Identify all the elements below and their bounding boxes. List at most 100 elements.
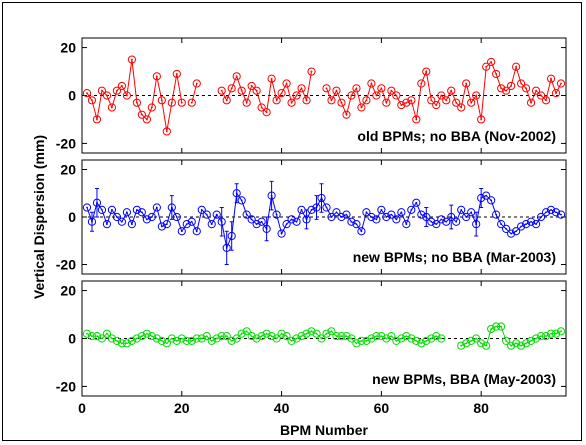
panel-1-data-point [242, 98, 251, 107]
panel-3-data-point [337, 332, 346, 341]
panel-3-data-point-dot [145, 332, 148, 335]
panel-2-data-point [152, 203, 161, 212]
panel-2-data-point [272, 210, 281, 219]
panel-2-data-point-dot [435, 223, 438, 226]
panel-3-data-point-dot [260, 335, 263, 338]
panel-1-data-point [342, 110, 351, 119]
panel-1-data-point [267, 74, 276, 83]
panel-2-data-point [497, 220, 506, 229]
panel-1-data-point-dot [515, 65, 518, 68]
panel-1-data-point-dot [135, 101, 138, 104]
panel-3-data-point [302, 329, 311, 338]
panel-2-data-point [247, 215, 256, 224]
panel-3-data-point [272, 334, 281, 343]
panel-1-series-line [86, 59, 183, 132]
panel-2-data-point [377, 205, 386, 214]
panel-1-data-point [447, 86, 456, 95]
panel-2-data-point-dot [260, 220, 263, 223]
panel-2-data-point [352, 220, 361, 229]
panel-3-data-point [317, 334, 326, 343]
panel-3-data-point [222, 332, 231, 341]
panel-2-data-point-dot [510, 232, 513, 235]
panel-3-ytick-label: 20 [60, 283, 76, 299]
panel-3-data-point-dot [375, 335, 378, 338]
panel-2-data-point [137, 208, 146, 217]
panel-2-data-point [437, 215, 446, 224]
panel-1-data-point-dot [130, 58, 133, 61]
panel-1-data-point [502, 86, 511, 95]
panel-3-data-point-dot [440, 337, 443, 340]
panel-2-data-point [507, 229, 516, 238]
panel-3-data-point [167, 334, 176, 343]
panel-1-data-point [177, 98, 186, 107]
panel-2-data-point-dot [185, 223, 188, 226]
panel-1-data-point [551, 89, 561, 98]
panel-1-data-point [536, 91, 546, 100]
panel-3-data-point [152, 334, 161, 343]
panel-1-data-point [437, 91, 446, 100]
panel-3-data-point-dot [140, 335, 143, 338]
panel-3-data-point [267, 332, 276, 341]
panel-2-data-point-dot [215, 213, 218, 216]
panel-1-data-point-dot [270, 77, 273, 80]
panel-1-data-point-dot [390, 89, 393, 92]
panel-2-data-point [362, 208, 371, 217]
panel-2-data-point [357, 227, 366, 236]
panel-2-data-point-dot [121, 220, 123, 223]
panel-1-data-point [327, 96, 336, 105]
panel-1-data-point-dot [335, 89, 338, 92]
panel-1-data-point [127, 55, 136, 64]
panel-3-data-point-dot [255, 337, 258, 340]
panel-3-data-point-dot [200, 337, 203, 340]
panel-1-data-point [227, 84, 236, 93]
panel-2-data-point-dot [235, 192, 238, 195]
panel-2-data-point [432, 220, 441, 229]
panel-3-data-point [487, 324, 496, 334]
panel-3-data-point [327, 327, 336, 336]
panel-1-data-point-dot [195, 82, 198, 85]
panel-3-data-point [227, 336, 236, 345]
panel-3-data-point [457, 341, 466, 350]
panel-2-data-point-dot [165, 223, 168, 226]
panel-2-data-point-dot [96, 201, 98, 204]
panel-1-data-point [222, 96, 231, 105]
panel-3-data-point-dot [370, 337, 373, 340]
panel-2-data-point [112, 212, 122, 222]
panel-3-data-point [232, 334, 241, 343]
panel-3-data-point [182, 336, 191, 345]
panel-1-data-point [262, 108, 271, 117]
panel-2-data-point-dot [335, 211, 338, 214]
panel-3-data-point-dot [340, 335, 343, 338]
panel-2-data-point-dot [175, 216, 178, 218]
panel-2-data-point-dot [495, 213, 498, 216]
panel-2-data-point [177, 227, 186, 236]
panel-3-data-point-dot [485, 344, 488, 347]
panel-3-data-point [392, 336, 401, 345]
panel-3-data-point-dot [315, 332, 318, 335]
panel-3-data-point-dot [505, 339, 508, 342]
panel-1-data-point-dot [465, 82, 468, 85]
panel-3-data-point [377, 332, 386, 341]
panel-1-data-point-dot [560, 82, 562, 85]
panel-2-data-point-dot [455, 220, 458, 223]
panel-3-data-point [551, 329, 561, 338]
panel-3-data-point-dot [135, 337, 138, 340]
panel-1-data-point [162, 127, 171, 136]
panel-1-data-point-dot [470, 101, 473, 104]
panel-3-ytick-label: -20 [56, 378, 76, 394]
panel-3-data-point [482, 341, 491, 350]
panel-2-data-point [452, 217, 461, 226]
panel-3-data-point-dot [180, 337, 183, 340]
panel-2-data-point [337, 212, 346, 222]
panel-1-data-point-dot [230, 87, 233, 90]
panel-2-data-point [556, 210, 566, 219]
panel-1-data-point [427, 96, 436, 105]
panel-1-data-point-dot [180, 101, 183, 104]
panel-2-data-point [252, 220, 261, 229]
panel-3-data-point [477, 339, 486, 348]
panel-3-data-point-dot [550, 332, 552, 335]
panel-2-data-point [227, 231, 236, 241]
panel-2-data-point [147, 212, 156, 222]
x-axis-label: BPM Number [280, 422, 368, 438]
